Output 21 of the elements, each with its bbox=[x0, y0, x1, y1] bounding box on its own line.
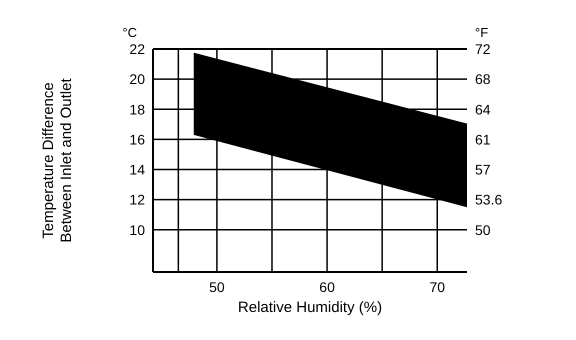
y-tick-label: 16 bbox=[129, 131, 146, 148]
y2-tick-label: 68 bbox=[475, 71, 491, 88]
y2-axis-title: °F bbox=[475, 25, 488, 40]
y-axis-title: Temperature Difference Between Inlet and Outlet bbox=[40, 78, 75, 243]
x-tick-label: 70 bbox=[429, 279, 446, 295]
x-tick-label: 60 bbox=[319, 279, 336, 295]
y2-tick-label: 53.6 bbox=[475, 192, 502, 208]
y-tick-label: 18 bbox=[129, 101, 146, 118]
y-tick-label: 12 bbox=[129, 192, 146, 208]
x-axis-title: Relative Humidity (%) bbox=[238, 299, 382, 316]
y2-tick-label: 57 bbox=[475, 162, 491, 178]
x-tick-label: 50 bbox=[209, 279, 225, 295]
y-tick-label: 22 bbox=[129, 41, 146, 57]
y-tick-label: 20 bbox=[129, 71, 146, 88]
y2-tick-label: 61 bbox=[475, 131, 491, 148]
text: °C bbox=[122, 25, 137, 40]
y2-tick-label: 72 bbox=[475, 41, 491, 57]
y2-tick-label: 50 bbox=[475, 222, 491, 238]
y2-tick-label: 64 bbox=[475, 101, 491, 118]
y-tick-label: 10 bbox=[129, 222, 146, 238]
y-tick-label: 14 bbox=[129, 162, 146, 178]
